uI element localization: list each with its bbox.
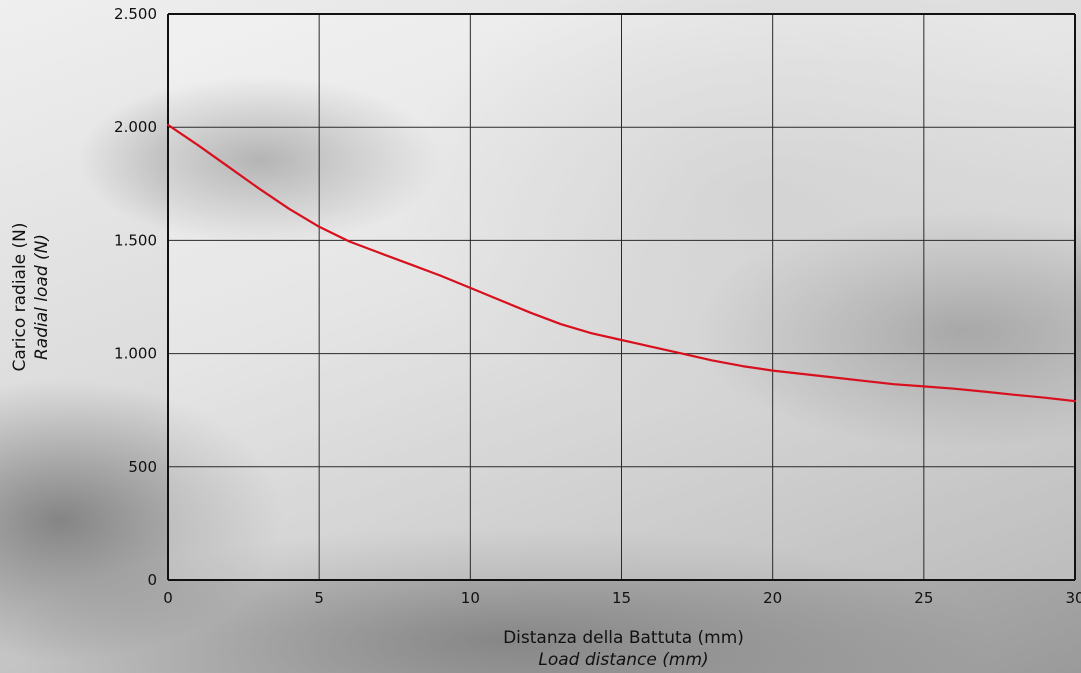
y-tick-label: 2.000: [114, 118, 157, 136]
x-tick-label: 15: [612, 589, 631, 607]
x-axis-title: Distanza della Battuta (mm): [503, 628, 744, 648]
x-tick-label: 25: [914, 589, 933, 607]
y-axis-title: Carico radiale (N): [10, 222, 30, 371]
x-axis-title-english: Load distance (mm): [538, 650, 708, 670]
y-tick-label: 1.000: [114, 345, 157, 363]
gridlines: [168, 14, 1075, 580]
y-tick-label: 2.500: [114, 5, 157, 23]
y-tick-label: 1.500: [114, 231, 157, 249]
x-tick-label: 20: [763, 589, 782, 607]
plot-frame: [167, 13, 1076, 581]
x-tick-label: 30: [1065, 589, 1081, 607]
y-tick-label: 0: [147, 571, 157, 589]
series-layer: [166, 123, 1077, 403]
y-axis-title-english: Radial load (N): [32, 234, 52, 360]
x-tick-label: 10: [461, 589, 480, 607]
series-line-1: [166, 123, 1077, 403]
tick-labels: 0 5 10 15 20 25 30 0 500 1.000 1.500 2.000 2.500: [114, 5, 1081, 607]
x-tick-label: 0: [163, 589, 173, 607]
y-tick-label: 500: [128, 458, 157, 476]
x-tick-label: 5: [314, 589, 324, 607]
